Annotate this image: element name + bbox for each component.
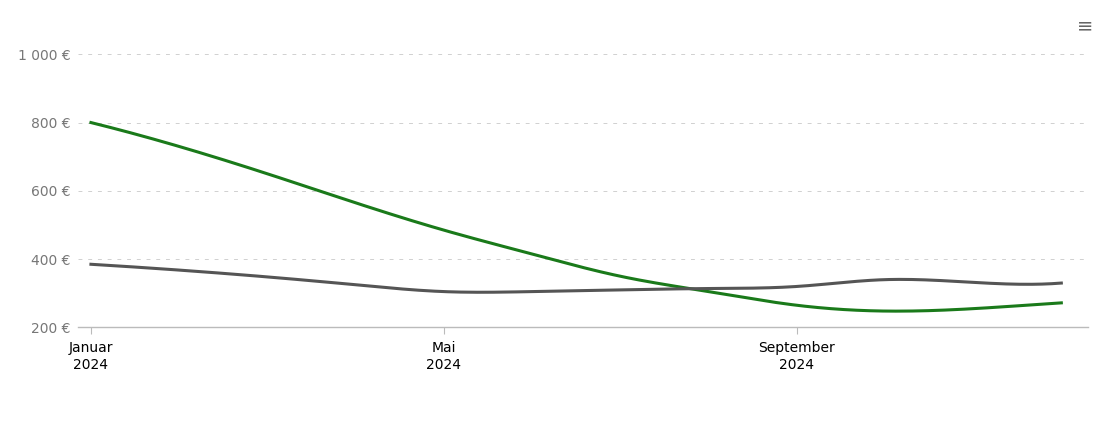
lose Ware	[84, 120, 98, 125]
lose Ware	[658, 282, 672, 287]
Sackware	[474, 290, 487, 295]
Sackware	[665, 287, 678, 292]
Sackware	[967, 280, 980, 285]
Line: Sackware: Sackware	[91, 264, 1061, 292]
Text: ≡: ≡	[1077, 17, 1093, 36]
lose Ware	[906, 308, 919, 314]
lose Ware	[889, 308, 902, 314]
Sackware	[1054, 281, 1068, 286]
Sackware	[662, 287, 675, 292]
Sackware	[88, 262, 101, 267]
Sackware	[682, 286, 695, 291]
Line: lose Ware: lose Ware	[91, 122, 1061, 311]
Sackware	[906, 277, 919, 282]
lose Ware	[678, 285, 692, 290]
lose Ware	[1054, 300, 1068, 306]
Sackware	[84, 262, 98, 267]
lose Ware	[662, 283, 675, 288]
lose Ware	[967, 306, 980, 311]
lose Ware	[88, 121, 101, 126]
